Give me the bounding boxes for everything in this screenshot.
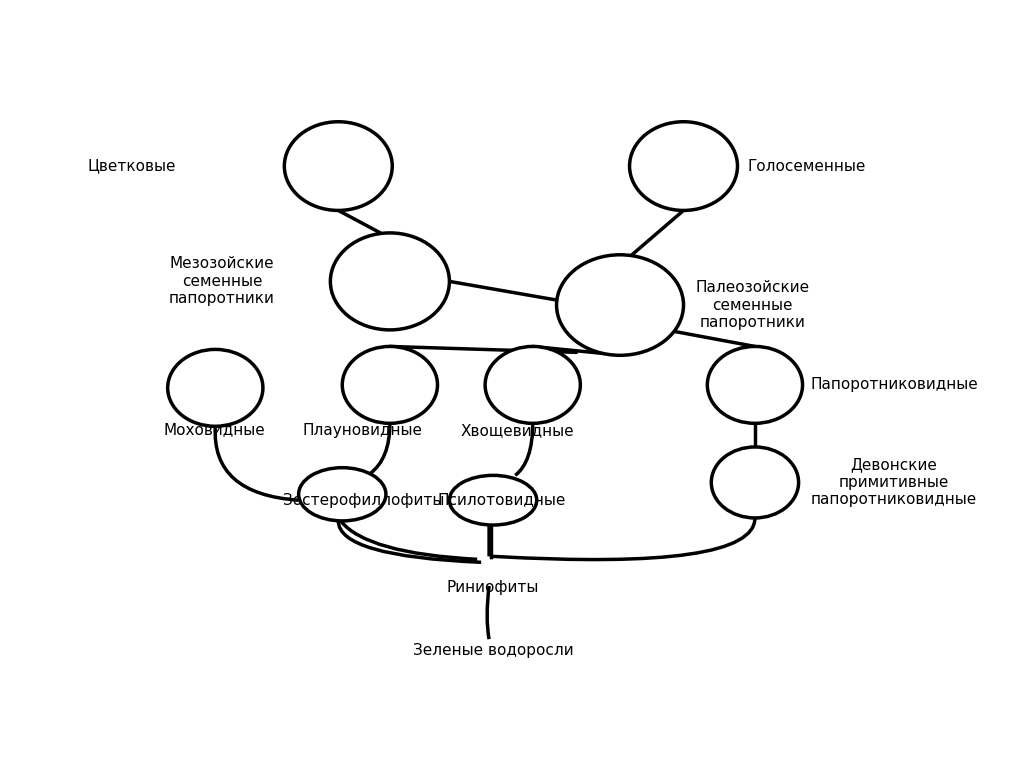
Text: Моховидные: Моховидные [164, 422, 265, 437]
Ellipse shape [556, 255, 684, 356]
Ellipse shape [331, 233, 450, 330]
Text: Папоротниковидные: Папоротниковидные [811, 377, 978, 392]
Ellipse shape [450, 475, 537, 525]
Ellipse shape [168, 349, 263, 426]
Ellipse shape [708, 346, 803, 423]
Ellipse shape [342, 346, 437, 423]
Ellipse shape [630, 121, 737, 210]
Text: Плауновидные: Плауновидные [302, 423, 422, 438]
Ellipse shape [712, 447, 799, 518]
Text: Палеозойские
семенные
папоротники: Палеозойские семенные папоротники [695, 280, 810, 330]
Text: Цветковые: Цветковые [87, 158, 176, 174]
Text: Голосеменные: Голосеменные [748, 158, 865, 174]
Text: Хвощевидные: Хвощевидные [460, 423, 573, 438]
Text: Псилотовидные: Псилотовидные [437, 493, 566, 508]
Ellipse shape [485, 346, 581, 423]
Text: Девонские
примитивные
папоротниковидные: Девонские примитивные папоротниковидные [811, 458, 977, 508]
Text: Мезозойские
семенные
папоротники: Мезозойские семенные папоротники [169, 257, 274, 306]
Text: Зостерофиллофиты: Зостерофиллофиты [283, 493, 444, 508]
Text: Риниофиты: Риниофиты [446, 580, 540, 595]
Text: Зеленые водоросли: Зеленые водоросли [413, 644, 573, 658]
Ellipse shape [299, 468, 386, 521]
Ellipse shape [285, 121, 392, 210]
